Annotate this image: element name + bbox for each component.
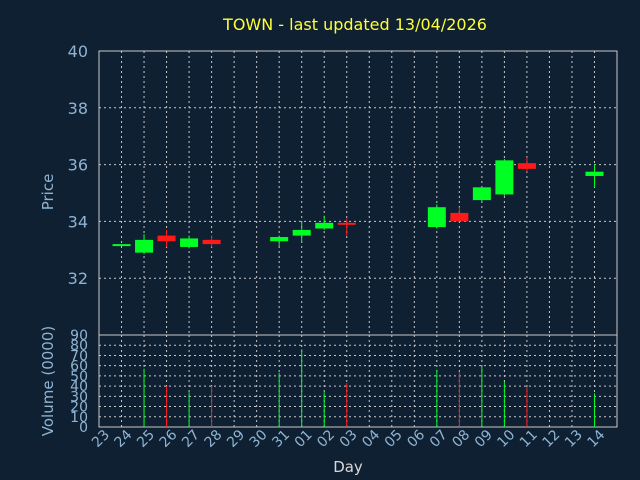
volume-tick-label: 60 [70,359,88,375]
x-axis-ticks: 2324252627282930310102030405060708091011… [89,427,608,451]
volume-tick-label: 10 [70,410,88,426]
candle-body [495,160,514,195]
volume-tick-label: 80 [70,338,88,354]
candle-body [292,229,311,236]
price-tick-label: 32 [68,269,88,288]
candle-body [427,207,446,228]
volume-tick-label: 0 [79,420,88,436]
candle-body [135,239,154,253]
price-tick-label: 36 [68,156,88,175]
volume-tick-label: 70 [70,348,88,364]
price-axis-label: Price [39,174,57,211]
price-panel: 32 34 36 38 40 [68,42,618,336]
candle-body [472,187,491,201]
candle-body [157,235,176,242]
candle-body [517,163,536,169]
candle-body [450,212,469,222]
price-tick-label: 34 [68,212,88,231]
volume-panel-frame [98,334,618,428]
x-axis-label: Day [333,458,363,476]
price-tick-label: 40 [68,42,88,61]
chart-title: TOWN - last updated 13/04/2026 [222,15,487,34]
volume-tick-label: 20 [70,400,88,416]
volume-tick-label: 90 [70,328,88,344]
candle-body [180,238,199,247]
candle-body [112,244,131,247]
candle-body [202,239,221,245]
candle-body [337,222,356,225]
candle-body [315,222,334,229]
volume-tick-label: 50 [70,369,88,385]
volume-axis-label: Volume (0000) [39,326,57,436]
candle-body [585,171,604,176]
candle-body [270,237,289,242]
volume-tick-label: 30 [70,389,88,405]
volume-tick-label: 40 [70,379,88,395]
price-tick-label: 38 [68,99,88,118]
